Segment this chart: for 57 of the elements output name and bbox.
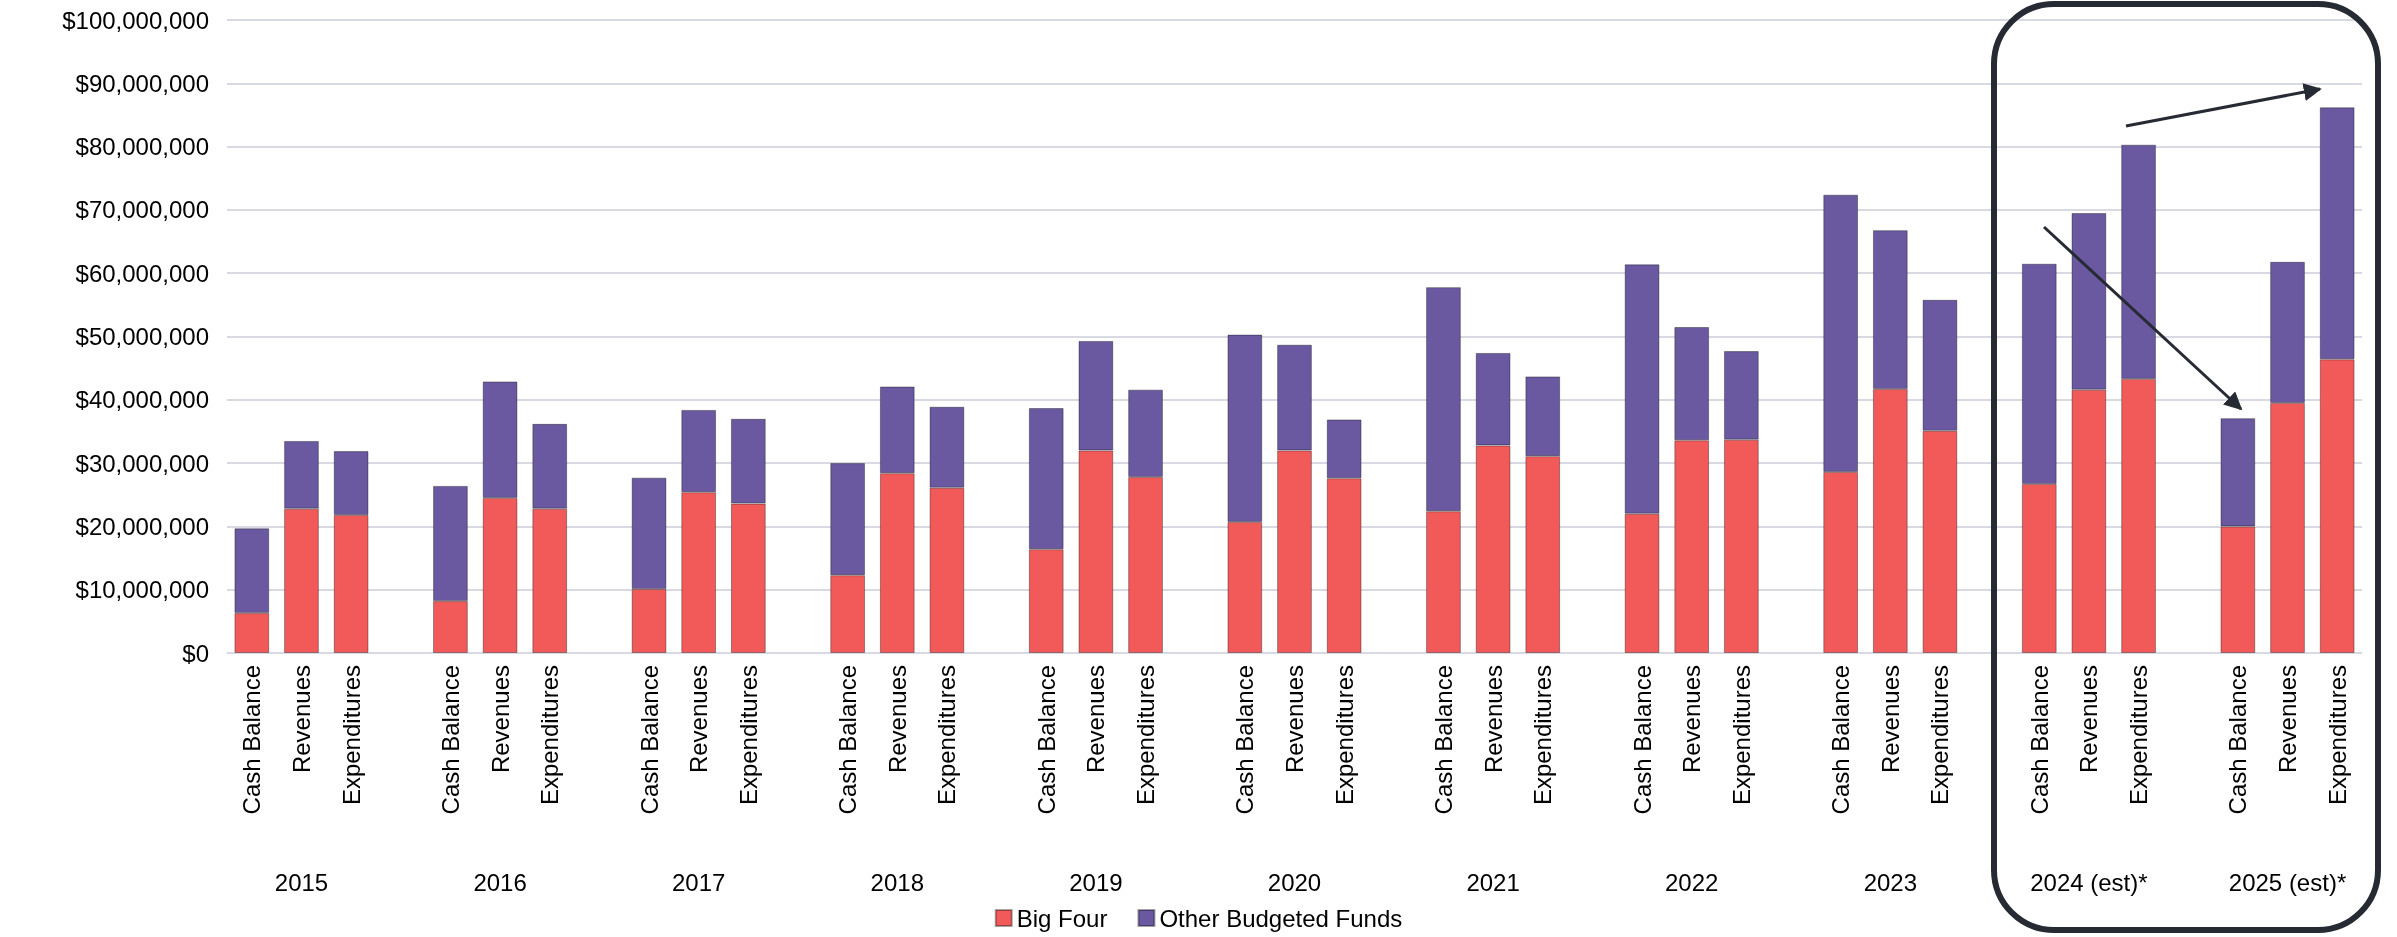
x-tick-label: Cash Balance	[1231, 665, 1259, 815]
x-tick-label: Cash Balance	[1628, 665, 1656, 815]
x-tick-label: Expenditures	[1330, 665, 1358, 806]
y-tick-label: $30,000,000	[75, 449, 209, 477]
x-tick-label: Cash Balance	[834, 665, 862, 815]
x-tick-label: Cash Balance	[1827, 665, 1855, 815]
x-tick-label: Expenditures	[337, 665, 365, 806]
x-tick-label: Revenues	[883, 665, 911, 774]
x-tick-label: Revenues	[1281, 665, 1308, 774]
text: 2019	[1069, 868, 1123, 896]
y-tick-label: $80,000,000	[75, 133, 209, 161]
x-tick-label: Cash Balance	[436, 665, 464, 815]
x-tick-label: Revenues	[287, 665, 315, 774]
x-tick-label: Expenditures	[734, 665, 762, 806]
x-tick-label: Expenditures	[1529, 665, 1557, 806]
x-tick-label: Expenditures	[1727, 665, 1755, 806]
x-tick-label: Cash Balance	[1429, 665, 1457, 815]
x-tick-label: Revenues	[1082, 665, 1110, 774]
x-tick-label: Expenditures	[536, 665, 564, 806]
y-tick-label: $70,000,000	[75, 196, 209, 224]
text: 2015	[274, 868, 329, 896]
text: 2020	[1267, 868, 1322, 896]
x-tick-label: Revenues	[2274, 665, 2302, 774]
text: 2023	[1863, 868, 1918, 896]
x-tick-label: Revenues	[1479, 665, 1507, 774]
x-tick-label: Expenditures	[2125, 665, 2153, 806]
text: 2022	[1665, 868, 1719, 896]
y-tick-label: $60,000,000	[75, 259, 209, 287]
y-tick-label: $100,000,000	[62, 6, 209, 34]
x-tick-label: Expenditures	[1132, 665, 1160, 806]
x-tick-label: Revenues	[1678, 665, 1706, 774]
y-tick-label: $10,000,000	[75, 576, 209, 604]
legend-label: Big Four	[1016, 904, 1108, 932]
text: 2016	[473, 868, 527, 896]
x-tick-label: Expenditures	[1926, 665, 1954, 806]
x-tick-label: Cash Balance	[2224, 665, 2252, 815]
x-tick-label: Revenues	[2075, 665, 2103, 774]
text: 2025 (est)*	[2228, 868, 2347, 896]
x-tick-label: Cash Balance	[238, 665, 266, 815]
x-tick-label: Cash Balance	[2025, 665, 2053, 815]
text: 2024 (est)*	[2030, 868, 2148, 896]
y-tick-label: $20,000,000	[75, 512, 209, 540]
x-tick-label: Cash Balance	[1032, 665, 1060, 815]
y-tick-label: $50,000,000	[75, 323, 209, 350]
legend-label: Other Budgeted Funds	[1159, 904, 1403, 932]
x-tick-label: Cash Balance	[635, 665, 663, 815]
y-tick-label: $0	[182, 639, 209, 667]
text: 2021	[1466, 868, 1520, 896]
x-tick-label: Expenditures	[2323, 665, 2351, 806]
x-tick-label: Revenues	[685, 665, 713, 774]
x-tick-label: Revenues	[1876, 665, 1904, 774]
text: 2017	[671, 868, 726, 896]
text: 2018	[870, 868, 924, 896]
y-tick-label: $90,000,000	[75, 69, 209, 97]
x-tick-label: Expenditures	[933, 665, 961, 806]
x-tick-label: Revenues	[486, 665, 514, 774]
y-tick-label: $40,000,000	[75, 386, 209, 414]
